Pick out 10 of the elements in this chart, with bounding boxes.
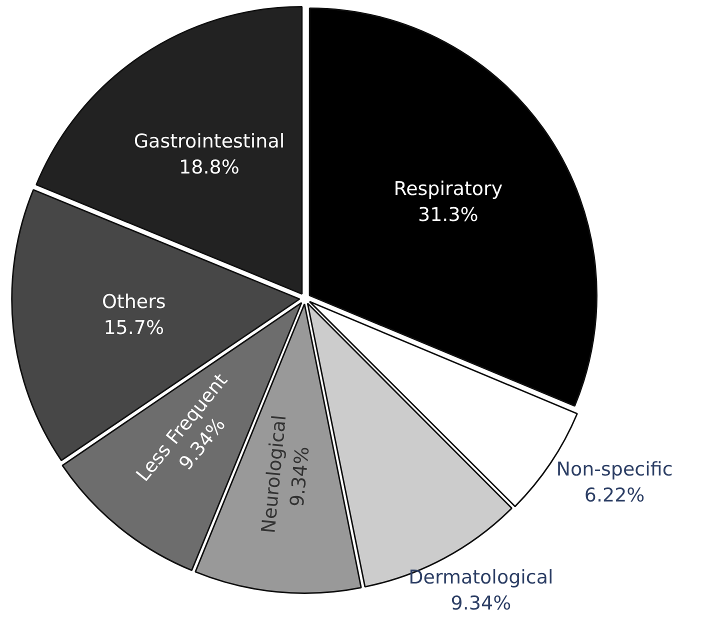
slice-label: Gastrointestinal (134, 130, 285, 153)
data-label: 18.8% (179, 156, 240, 179)
slice-label: Others (102, 291, 166, 314)
data-label: 6.22% (584, 484, 645, 507)
data-label: 9.34% (450, 592, 512, 615)
data-label: 31.3% (418, 204, 478, 226)
slice-label: Dermatological (408, 566, 554, 589)
slice-label: Non-specific (556, 458, 673, 481)
slice-label: Respiratory (394, 178, 503, 200)
data-label: 15.7% (104, 317, 164, 340)
